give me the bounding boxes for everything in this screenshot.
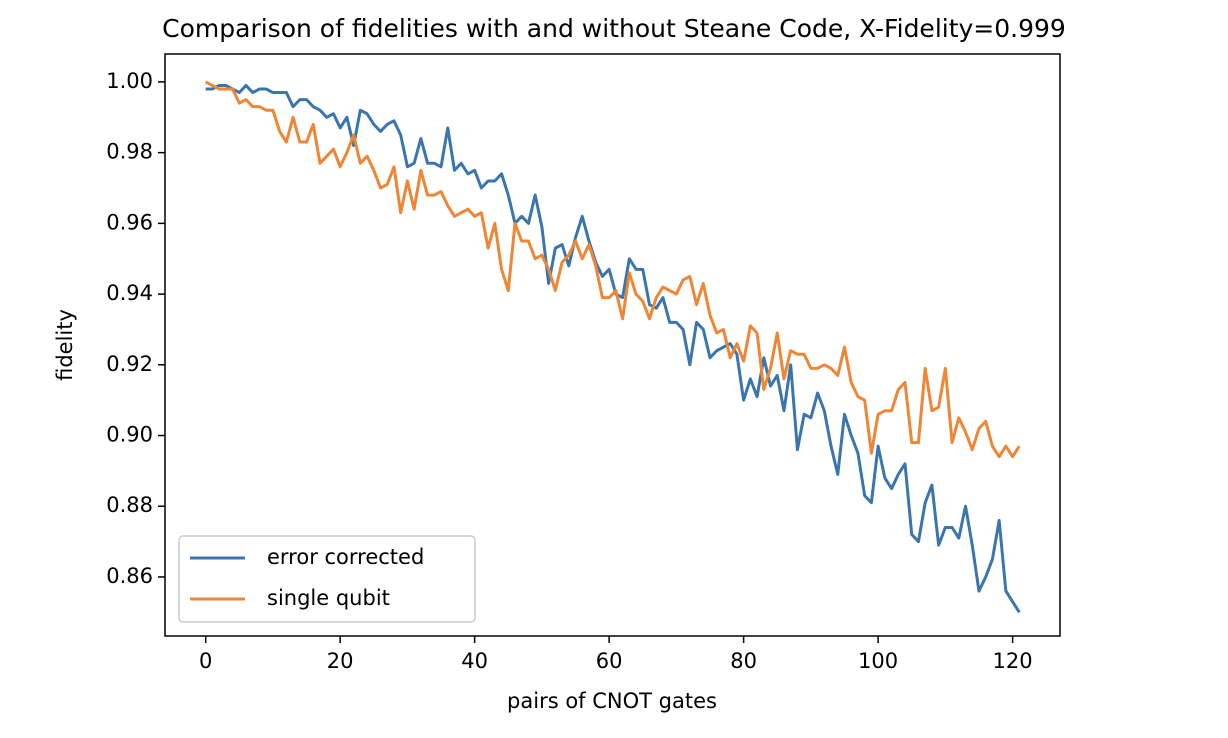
y-tick-label: 0.86	[106, 564, 153, 588]
x-tick-label: 0	[199, 649, 212, 673]
y-tick-label: 1.00	[106, 69, 153, 93]
x-tick-label: 120	[993, 649, 1033, 673]
legend-label: single qubit	[267, 586, 390, 610]
y-tick-label: 0.98	[106, 140, 153, 164]
y-axis-label: fidelity	[53, 309, 77, 381]
x-tick-label: 80	[730, 649, 757, 673]
y-tick-label: 0.90	[106, 423, 153, 447]
plot-frame	[164, 53, 1061, 637]
x-axis-label: pairs of CNOT gates	[507, 689, 717, 713]
x-tick-label: 100	[858, 649, 898, 673]
data-line	[204, 80, 1021, 459]
legend-label: error corrected	[267, 545, 424, 569]
y-tick-label: 0.92	[106, 352, 153, 376]
x-tick-label: 40	[461, 649, 488, 673]
x-tick-label: 60	[596, 649, 623, 673]
y-tick-label: 0.96	[106, 210, 153, 234]
y-tick-label: 0.94	[106, 281, 153, 305]
x-tick-label: 20	[327, 649, 354, 673]
chart-title: Comparison of fidelities with and withou…	[162, 14, 1066, 43]
data-line	[205, 83, 1021, 614]
y-tick-label: 0.88	[106, 493, 153, 517]
legend-box	[178, 535, 476, 623]
